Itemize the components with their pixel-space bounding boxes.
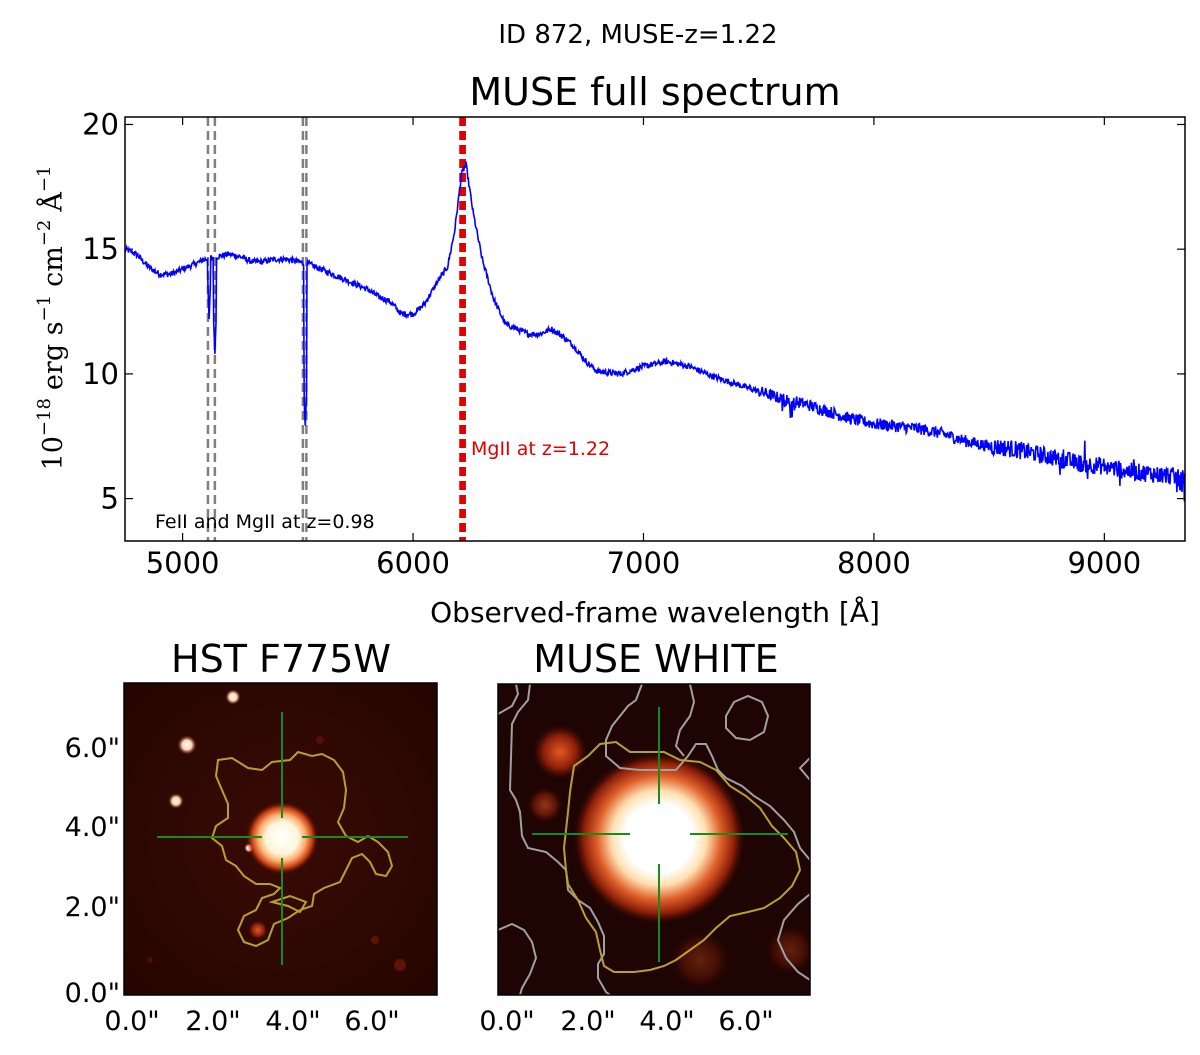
x-tick-label: 9000 [1067, 546, 1141, 580]
x-tick-label: 6000 [376, 546, 450, 580]
muse-title: MUSE WHITE [533, 637, 778, 681]
hst-target-source [246, 802, 318, 874]
hst-xtick: 2.0" [185, 1006, 240, 1037]
spectrum-series-group [125, 161, 1185, 502]
hst-title: HST F775W [171, 637, 391, 681]
spectrum-ticks [125, 117, 1185, 541]
muse-frame [497, 683, 811, 996]
hst-y-tick-labels: 6.0" 4.0" 2.0" 0.0" [65, 733, 120, 1009]
y-tick-label: 5 [101, 482, 119, 516]
hst-image [124, 683, 437, 995]
spectrum-ylabel: 10−18erg s−1cm−2Å−1 [34, 166, 69, 471]
hst-ytick: 0.0" [65, 978, 120, 1009]
x-tick-label: 8000 [837, 546, 911, 580]
muse-gray-contour [498, 684, 810, 995]
hst-ytick: 6.0" [65, 733, 120, 764]
red-line-label: MgII at z=1.22 [471, 438, 610, 460]
hst-panel: HST F775W 6.0" 4.0" 2.0" 0.0" [65, 637, 438, 1037]
hst-ytick: 4.0" [65, 812, 120, 843]
hst-xtick: 0.0" [104, 1006, 159, 1037]
muse-xtick: 4.0" [639, 1006, 694, 1037]
muse-target-source [573, 752, 745, 924]
x-tick-label: 5000 [146, 546, 220, 580]
hst-ytick: 2.0" [65, 892, 120, 923]
figure-suptitle: ID 872, MUSE-z=1.22 [498, 20, 777, 50]
muse-yellow-contour [562, 740, 802, 973]
spectrum-title: MUSE full spectrum [469, 70, 840, 114]
y-tick-label: 15 [82, 232, 119, 266]
spectrum-tick-labels: 5000 6000 7000 8000 9000 5 10 15 20 [82, 107, 1141, 580]
spectrum-xlabel: Observed-frame wavelength [Å] [430, 595, 880, 629]
muse-xtick: 2.0" [560, 1006, 615, 1037]
hst-xtick: 6.0" [344, 1006, 399, 1037]
y-tick-label: 10 [82, 357, 119, 391]
x-tick-label: 7000 [607, 546, 681, 580]
spectrum-vertical-lines [206, 117, 466, 541]
muse-image [498, 684, 810, 995]
muse-panel: MUSE WHITE 0.0" 2.0" 4.0" 6.0" [479, 637, 811, 1037]
svg-text:10−18erg s−1cm−2Å−1: 10−18erg s−1cm−2Å−1 [34, 166, 69, 471]
y-tick-label: 20 [82, 107, 119, 141]
spectrum-line [125, 161, 1185, 502]
spectrum-panel: MUSE full spectrum 5000 6000 7000 8000 90005… [34, 70, 1186, 629]
muse-xtick: 0.0" [479, 1006, 534, 1037]
hst-xtick: 4.0" [265, 1006, 320, 1037]
gray-line-label: FeII and MgII at z=0.98 [155, 511, 375, 533]
hst-frame [123, 682, 438, 996]
spectrum-axes-frame [124, 116, 1186, 542]
muse-x-tick-labels: 0.0" 2.0" 4.0" 6.0" [479, 1006, 773, 1037]
muse-xtick: 6.0" [718, 1006, 773, 1037]
hst-x-tick-labels: 0.0" 2.0" 4.0" 6.0" [104, 1006, 399, 1037]
hst-yellow-contour [210, 750, 394, 948]
